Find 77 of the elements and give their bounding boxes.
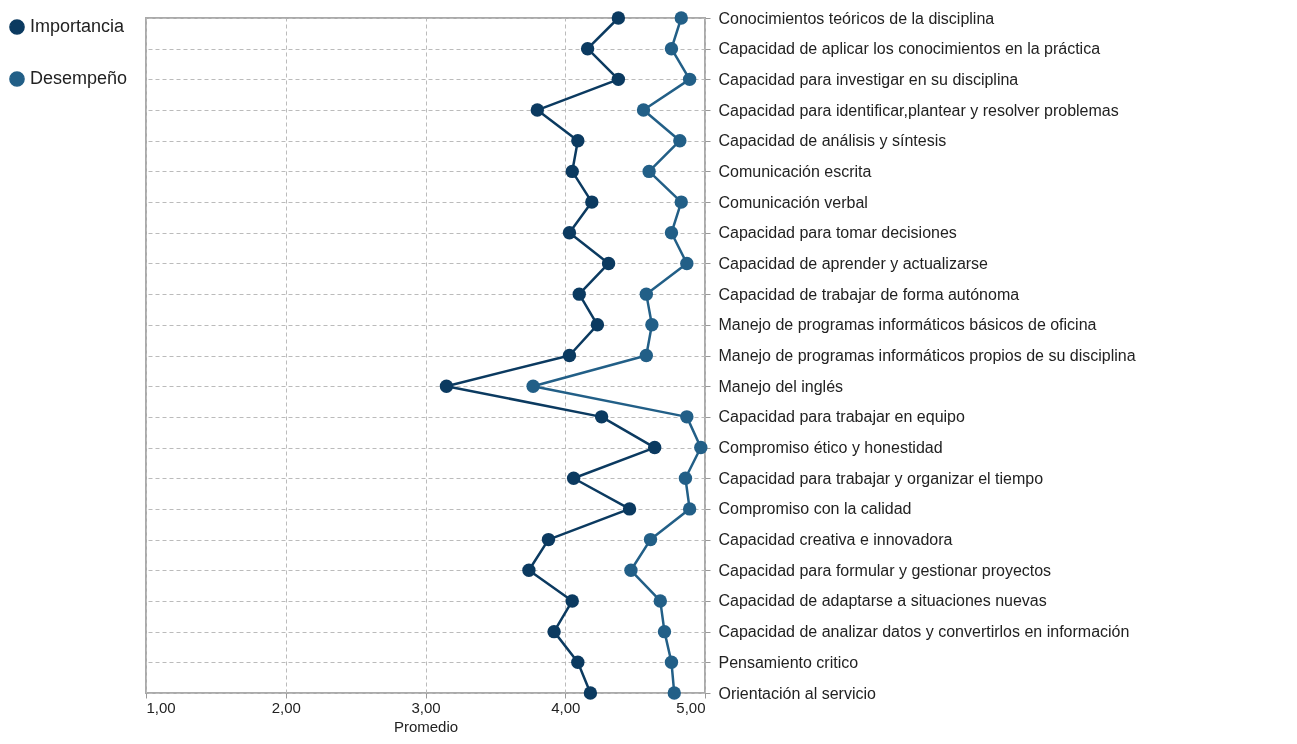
point (642, 164, 656, 179)
x-tick-label: 4,00 (551, 698, 581, 716)
point (611, 11, 626, 25)
point (562, 348, 577, 363)
y-tick-label: Capacidad de adaptarse a situaciones nuevas (718, 592, 1047, 610)
y-tick-label: Capacidad para tomar decisiones (718, 224, 957, 242)
point (571, 134, 585, 148)
point (565, 164, 579, 179)
point (624, 563, 638, 577)
point (674, 195, 688, 209)
point (566, 471, 581, 485)
point (601, 256, 616, 271)
point (590, 318, 605, 332)
point (647, 440, 662, 455)
point (571, 655, 585, 670)
point (680, 410, 694, 424)
point (547, 624, 561, 639)
y-tick-label: Capacidad de analizar datos y convertirlos en información (718, 623, 1130, 641)
y-tick-label: Compromiso con la calidad (718, 500, 912, 518)
legend-label: Importancia (30, 16, 126, 36)
y-tick-label: Capacidad de trabajar de forma autónoma (718, 285, 1020, 303)
point (611, 72, 626, 87)
y-tick-label: Capacidad de aprender y actualizarse (718, 254, 989, 272)
x-axis-title: Promedio (393, 717, 459, 735)
y-tick-label: Capacidad para trabajar y organizar el tiempo (718, 469, 1044, 487)
point (583, 686, 598, 700)
point (565, 594, 579, 608)
point (653, 594, 667, 608)
y-tick-label: Manejo de programas informáticos propios de su disciplina (718, 347, 1136, 364)
x-tick-label: 3,00 (411, 698, 441, 716)
y-tick-label: Pensamiento critico (718, 653, 859, 671)
point (585, 195, 599, 209)
y-tick-label: Capacidad para trabajar en equipo (718, 408, 965, 426)
y-tick-label: Manejo de programas informáticos básicos de oficina (718, 316, 1097, 334)
y-tick-label: Capacidad para investigar en su disciplina (718, 70, 1019, 88)
point (643, 532, 658, 547)
point (530, 103, 545, 117)
y-tick-label: Orientación al servicio (718, 684, 876, 702)
point (673, 134, 687, 148)
x-tick-label: 5,00 (676, 698, 706, 716)
y-tick-label: Capacidad para identificar,plantear y resolver problemas (718, 101, 1119, 119)
point (526, 379, 540, 393)
point (682, 72, 697, 87)
point (562, 226, 577, 240)
point (664, 226, 679, 240)
point (657, 624, 672, 639)
point (664, 655, 679, 670)
point (678, 471, 693, 485)
y-tick-label: Compromiso ético y honestidad (718, 439, 943, 457)
y-tick-label: Conocimientos teóricos de la disciplina (718, 9, 995, 27)
y-tick-label: Capacidad de aplicar los conocimientos en la práctica (718, 40, 1101, 58)
point (572, 287, 586, 301)
point (636, 103, 651, 117)
y-tick-label: Capacidad creativa e innovadora (718, 531, 953, 549)
y-tick-label: Capacidad de análisis y síntesis (718, 132, 947, 150)
point (639, 348, 654, 363)
point (674, 11, 688, 25)
point (694, 440, 708, 455)
point (622, 502, 637, 516)
point (439, 379, 454, 393)
point (522, 563, 536, 577)
legend-label: Desempeño (30, 68, 128, 88)
point (667, 686, 681, 700)
y-tick-label: Manejo del inglés (718, 377, 844, 395)
point (639, 287, 654, 301)
point (645, 318, 659, 332)
point (680, 256, 694, 271)
y-tick-label: Comunicación verbal (718, 193, 868, 211)
point (664, 41, 679, 56)
x-tick-label: 2,00 (271, 698, 301, 716)
point (682, 502, 697, 516)
point (580, 41, 595, 56)
point (594, 410, 609, 424)
point (541, 532, 556, 547)
x-tick-label: 1,00 (146, 698, 176, 716)
y-tick-label: Comunicación escrita (718, 162, 872, 180)
y-tick-label: Capacidad para formular y gestionar proyectos (718, 561, 1052, 579)
